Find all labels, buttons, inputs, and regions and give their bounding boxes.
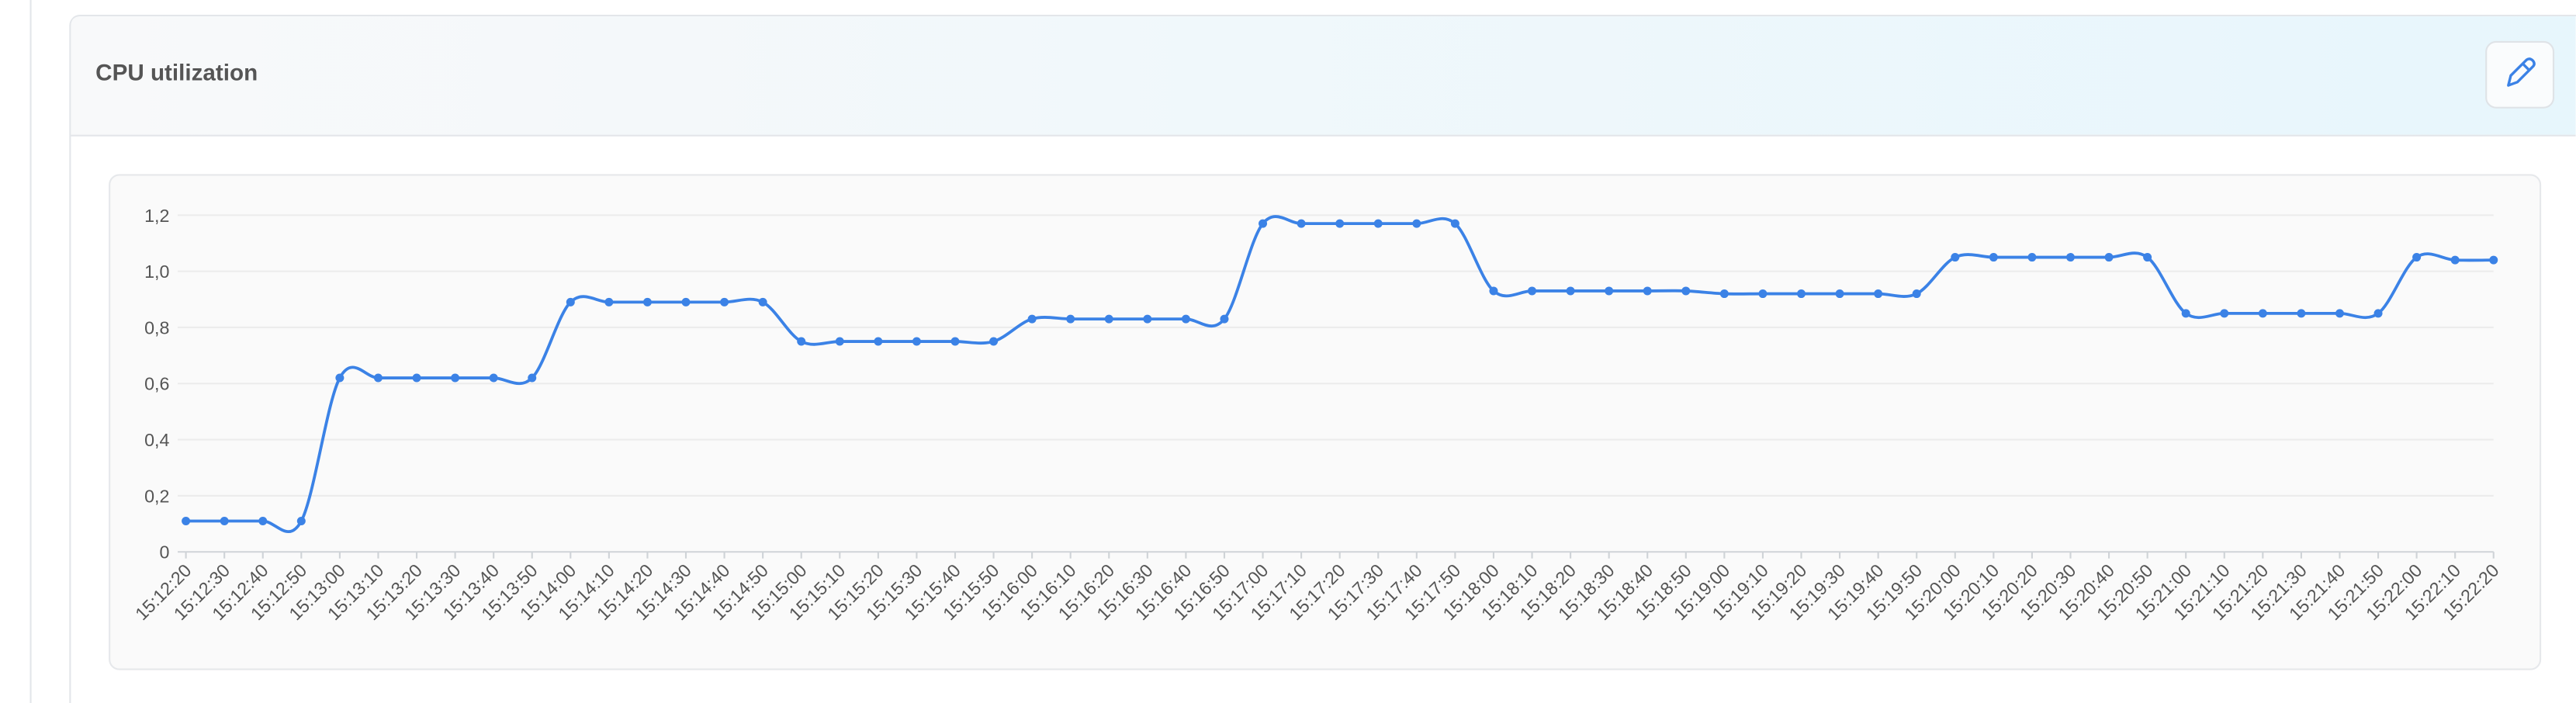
data-point [1489, 286, 1498, 296]
data-point [758, 297, 767, 306]
chart-panel [109, 174, 2542, 670]
data-point [1143, 314, 1152, 324]
data-point [2335, 309, 2344, 318]
y-tick-label: 1,2 [144, 206, 169, 226]
data-point [2450, 255, 2460, 265]
data-point [2065, 253, 2075, 262]
data-point [1104, 314, 1113, 324]
data-point [989, 337, 999, 346]
data-point [1758, 289, 1768, 299]
data-point [182, 516, 191, 525]
data-point [1220, 314, 1229, 324]
y-tick-label: 0,8 [144, 317, 169, 338]
data-point [2104, 253, 2114, 262]
data-point [2143, 253, 2152, 262]
data-point [1681, 286, 1691, 296]
data-point [1259, 219, 1268, 228]
data-point [912, 337, 921, 346]
data-point [1566, 286, 1575, 296]
data-point [2220, 309, 2229, 318]
data-point [373, 373, 383, 383]
card-title: CPU utilization [95, 61, 258, 86]
data-point [451, 373, 460, 383]
data-point [950, 337, 960, 346]
data-point [1912, 289, 1921, 299]
data-point [489, 373, 498, 383]
data-point [1066, 314, 1075, 324]
data-point [835, 337, 844, 346]
data-point [2373, 309, 2383, 318]
data-point [1412, 219, 1421, 228]
data-point [604, 297, 614, 306]
data-point [874, 337, 883, 346]
data-point [642, 297, 652, 306]
data-point [335, 373, 345, 383]
data-point [1719, 289, 1729, 299]
y-tick-label: 1,0 [144, 261, 169, 282]
data-point [296, 516, 306, 525]
data-point [1335, 219, 1345, 228]
data-point [2412, 253, 2422, 262]
data-point [258, 516, 268, 525]
data-point [220, 516, 229, 525]
data-point [1643, 286, 1652, 296]
data-point [1373, 219, 1383, 228]
data-point [1605, 286, 1614, 296]
y-tick-label: 0 [159, 542, 169, 563]
data-point [720, 297, 729, 306]
data-point [2489, 255, 2498, 265]
data-point [412, 373, 421, 383]
data-point [1989, 253, 1998, 262]
card-header [71, 16, 2576, 135]
data-point [1835, 289, 1844, 299]
y-tick-label: 0,4 [144, 430, 169, 450]
data-point [1297, 219, 1306, 228]
data-point [1181, 314, 1190, 324]
data-point [1528, 286, 1537, 296]
data-point [2258, 309, 2267, 318]
data-point [1951, 253, 1960, 262]
data-point [2181, 309, 2190, 318]
data-point [2027, 253, 2037, 262]
data-point [1874, 289, 1883, 299]
y-tick-label: 0,6 [144, 374, 169, 394]
data-point [1027, 314, 1037, 324]
data-point [528, 373, 537, 383]
data-point [2297, 309, 2306, 318]
data-point [797, 337, 806, 346]
data-point [566, 297, 575, 306]
y-tick-label: 0,2 [144, 486, 169, 506]
data-point [1450, 219, 1459, 228]
data-point [681, 297, 691, 306]
edit-button[interactable] [2485, 40, 2555, 109]
data-point [1797, 289, 1806, 299]
